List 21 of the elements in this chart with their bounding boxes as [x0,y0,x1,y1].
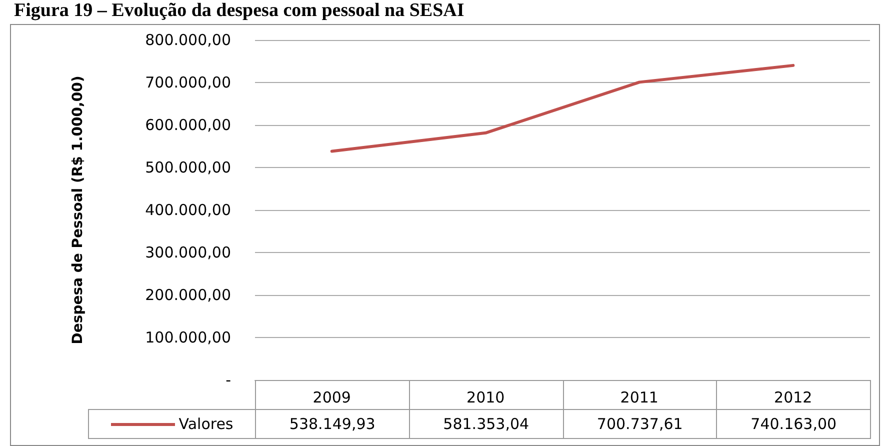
y-tick-label: 400.000,00 [145,201,231,219]
data-label: 740.163,00 [716,409,871,439]
y-tick-label: 300.000,00 [145,244,231,262]
y-tick-label: 800.000,00 [145,31,231,49]
y-tick-label: 700.000,00 [145,74,231,92]
y-tick-label: 600.000,00 [145,116,231,134]
x-tick-label: 2011 [620,388,658,406]
legend-label: Valores [178,415,234,433]
x-tick-label: 2012 [774,388,812,406]
data-label: 700.737,61 [562,409,718,439]
x-tick-label: 2009 [312,388,351,406]
line-series [330,64,795,153]
chart-title: Figura 19 – Evolução da despesa com pessoal na SESAI [14,0,464,22]
y-tick-label: 100.000,00 [145,328,231,346]
y-axis-title: Despesa de Pessoal (R$ 1.000,00) [70,76,86,344]
y-tick-label: 500.000,00 [145,158,231,176]
y-tick-label: - [226,371,231,389]
data-label: 581.353,04 [408,409,564,439]
x-tick-label: 2010 [466,388,505,406]
y-tick-label: 200.000,00 [145,286,231,304]
data-label: 538.149,93 [255,409,410,439]
